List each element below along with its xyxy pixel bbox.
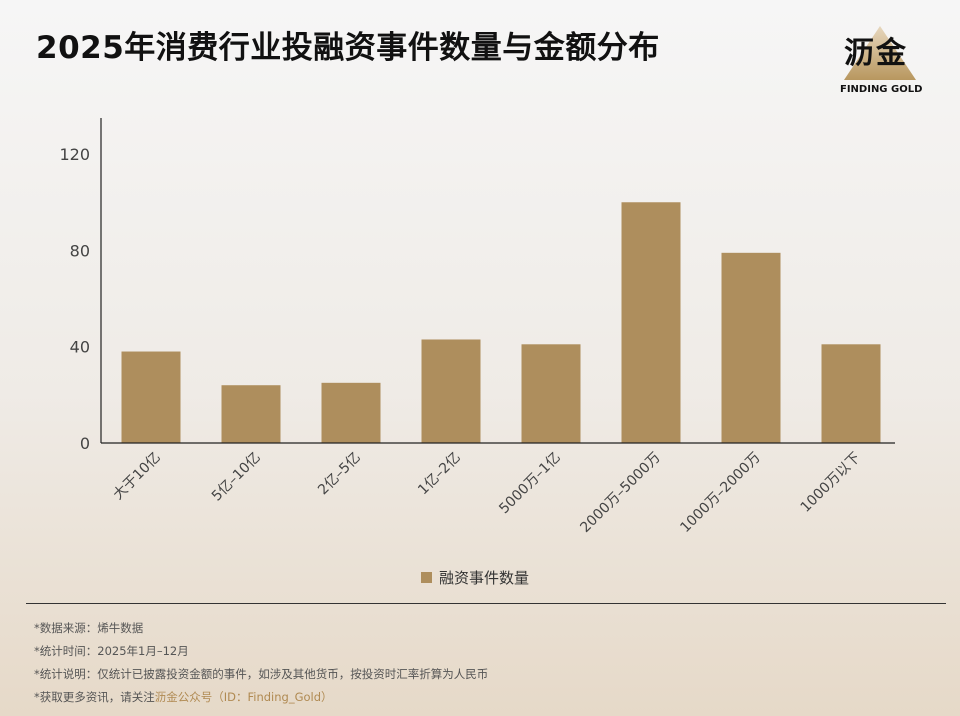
x-tick-label: 1亿–2亿: [415, 450, 464, 499]
y-tick-label: 80: [70, 241, 90, 260]
chart-legend: 融资事件数量: [421, 567, 529, 588]
x-tick-label: 2000万–5000万: [577, 450, 663, 536]
mountain-logo-icon: [844, 26, 916, 80]
logo-chinese-text: 沥金: [844, 36, 908, 71]
x-axis-labels: 大于10亿 5亿–10亿 2亿–5亿 1亿–2亿 5000万–1亿 2000万–5000万…: [110, 450, 864, 536]
bar: [821, 344, 881, 443]
x-tick-label: 1000万以下: [798, 450, 864, 516]
note-source: *数据来源：烯牛数据: [34, 621, 144, 635]
y-tick-label: 120: [59, 145, 90, 164]
bar: [721, 252, 781, 443]
legend-label: 融资事件数量: [439, 569, 530, 587]
bars: [121, 202, 881, 443]
bar: [221, 385, 281, 443]
y-tick-label: 0: [80, 434, 90, 453]
x-tick-label: 大于10亿: [110, 450, 164, 504]
x-tick-label: 5亿–10亿: [209, 450, 264, 505]
note-more-account: 沥金公众号（ID：Finding_Gold）: [154, 690, 333, 704]
logo-english-text: FINDING GOLD: [840, 84, 923, 95]
y-tick-label: 40: [70, 338, 90, 357]
note-more: *获取更多资讯，请关注沥金公众号（ID：Finding_Gold）: [34, 689, 488, 712]
x-tick-label: 5000万–1亿: [496, 450, 564, 518]
bar: [321, 382, 381, 443]
page-title: 2025年消费行业投融资事件数量与金额分布: [36, 30, 660, 66]
footer-notes: *数据来源：烯牛数据 *统计时间：2025年1月–12月 *统计说明：仅统计已披…: [34, 620, 488, 712]
y-axis-ticks: 0 40 80 120: [59, 145, 90, 453]
bar-chart: 0 40 80 120 大于10亿 5亿–10亿 2亿–5亿 1亿–2亿 5000万–1亿 20…: [59, 118, 895, 536]
bar: [421, 339, 481, 443]
bar: [621, 202, 681, 443]
note-period: *统计时间：2025年1月–12月: [34, 644, 189, 658]
x-tick-label: 1000万–2000万: [677, 450, 763, 536]
x-tick-label: 2亿–5亿: [315, 450, 364, 499]
bar: [521, 344, 581, 443]
legend-swatch: [421, 572, 432, 583]
brand-logo: 沥金 FINDING GOLD: [836, 22, 932, 98]
footer-divider: [26, 603, 946, 604]
note-more-prefix: *获取更多资讯，请关注: [34, 690, 155, 704]
bar: [121, 351, 181, 443]
note-explain: *统计说明：仅统计已披露投资金额的事件，如涉及其他货币，按投资时汇率折算为人民币: [34, 667, 489, 681]
